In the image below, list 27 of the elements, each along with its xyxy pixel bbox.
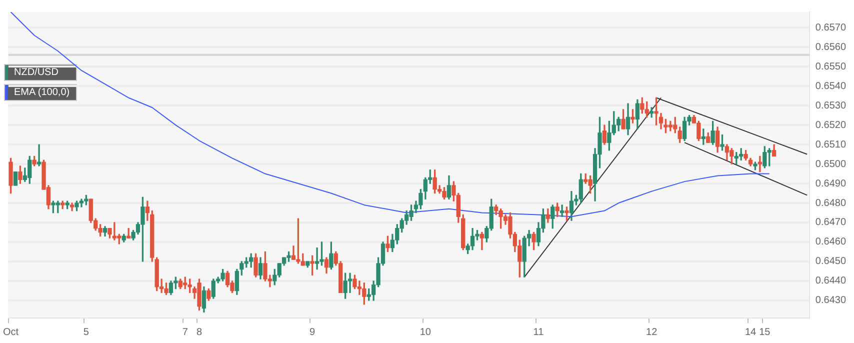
x-tick-label: 15 <box>759 326 771 338</box>
x-tick-label: Oct <box>2 326 19 338</box>
x-tick-label: 7 <box>182 326 188 338</box>
x-tick-label: 8 <box>196 326 202 338</box>
x-tick-label: 11 <box>533 326 544 338</box>
y-tick-label: 0.6460 <box>815 236 846 248</box>
x-tick-label: 5 <box>83 326 90 338</box>
y-tick-label: 0.6450 <box>815 256 846 268</box>
x-tick-label: 12 <box>646 326 658 338</box>
y-tick-label: 0.6530 <box>815 100 846 112</box>
y-tick-label: 0.6500 <box>815 158 846 170</box>
y-tick-label: 0.6440 <box>815 276 846 287</box>
legend-label: NZD/USD <box>14 67 58 78</box>
y-tick-label: 0.6430 <box>815 295 846 306</box>
y-tick-label: 0.6540 <box>815 80 846 92</box>
y-tick-label: 0.6560 <box>815 42 846 53</box>
y-tick-label: 0.6550 <box>815 61 846 72</box>
y-tick-label: 0.6480 <box>815 198 846 209</box>
legend-label: EMA (100,0) <box>14 87 70 98</box>
x-tick-label: 9 <box>310 326 316 338</box>
x-tick-label: 10 <box>420 326 432 338</box>
y-tick-label: 0.6470 <box>815 217 846 228</box>
x-tick-label: 14 <box>744 326 757 338</box>
y-tick-label: 0.6570 <box>815 22 846 34</box>
y-tick-label: 0.6490 <box>815 178 846 190</box>
y-tick-label: 0.6510 <box>815 139 846 150</box>
y-tick-label: 0.6520 <box>815 120 846 131</box>
